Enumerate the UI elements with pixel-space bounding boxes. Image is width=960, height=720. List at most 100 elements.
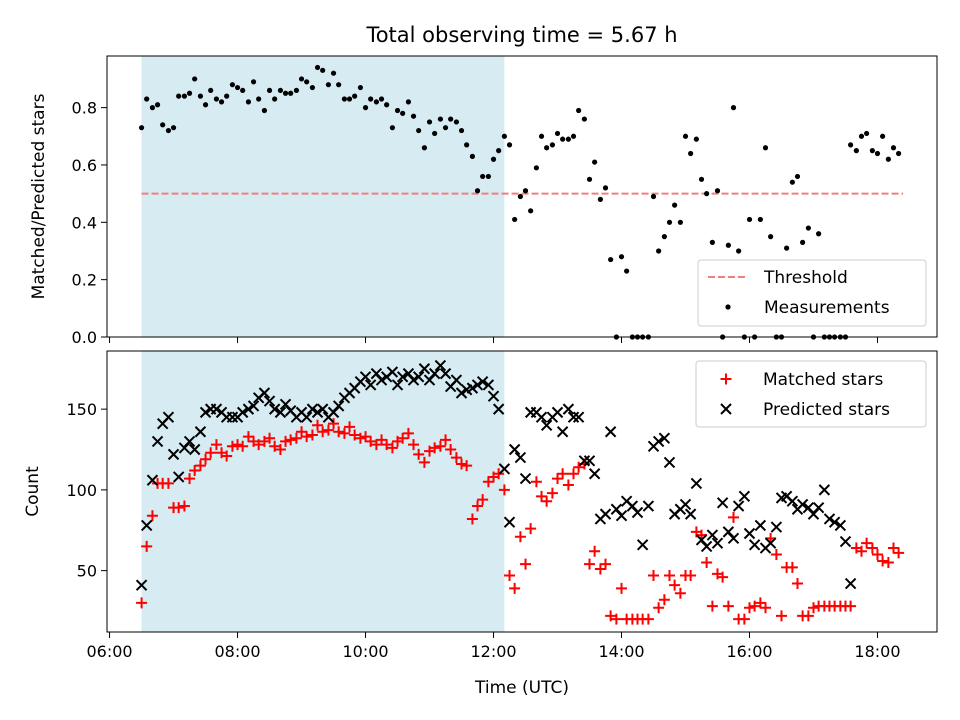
predicted-star-point — [194, 426, 207, 438]
matched-star-point — [178, 500, 190, 512]
predicted-star-point — [540, 419, 553, 431]
x-tick-label: 06:00 — [87, 642, 133, 661]
matched-star-point — [253, 439, 265, 451]
matched-star-point — [701, 557, 713, 569]
predicted-star-point — [636, 539, 649, 551]
predicted-star-point — [476, 375, 489, 388]
measurement-point — [762, 145, 769, 151]
measurement-point — [421, 145, 428, 151]
predicted-star-point — [642, 500, 655, 512]
predicted-star-point — [274, 406, 287, 419]
matched-star-point — [541, 495, 553, 507]
measurement-point — [282, 90, 289, 96]
measurement-point — [693, 136, 699, 142]
measurement-point — [170, 125, 177, 131]
predicted-star-point — [748, 539, 761, 551]
matched-star-point — [237, 440, 249, 452]
predicted-star-point — [263, 395, 276, 407]
matched-star-point — [616, 582, 628, 594]
predicted-star-point — [690, 477, 703, 490]
matched-star-point — [855, 545, 867, 557]
measurement-point — [346, 96, 353, 102]
matched-star-point — [871, 548, 883, 560]
measurement-point — [389, 125, 396, 131]
measurement-point — [277, 87, 284, 94]
predicted-star-point — [796, 498, 809, 511]
legend-predicted-label: Predicted stars — [763, 400, 890, 420]
predicted-star-point — [631, 506, 644, 519]
measurement-point — [352, 93, 358, 99]
matched-star-point — [472, 500, 484, 512]
measurement-point — [672, 202, 678, 208]
measurement-point — [650, 193, 657, 200]
measurement-point — [522, 188, 529, 194]
predicted-star-point — [492, 403, 505, 415]
measurement-point — [437, 116, 444, 122]
measurement-point — [416, 127, 422, 134]
matched-star-point — [184, 473, 196, 485]
matched-star-point — [322, 424, 334, 436]
predicted-star-point — [700, 540, 713, 553]
matched-star-point — [759, 602, 771, 614]
measurement-point — [480, 173, 486, 180]
x-tick-label: 08:00 — [214, 642, 260, 661]
matched-star-point — [877, 555, 889, 567]
matched-star-point — [738, 613, 750, 625]
measurement-point — [330, 70, 337, 76]
matched-star-point — [573, 461, 585, 473]
measurement-point — [896, 150, 902, 157]
measurement-point — [661, 234, 667, 240]
measurement-point — [517, 193, 524, 200]
measurement-point — [725, 242, 731, 248]
matched-star-point — [456, 458, 468, 470]
predicted-star-point — [738, 490, 751, 503]
matched-star-point — [658, 594, 670, 606]
matched-star-point — [770, 548, 782, 560]
matched-star-point — [328, 418, 340, 430]
predicted-star-point — [167, 448, 180, 461]
measurement-point — [757, 216, 763, 223]
measurement-point — [293, 87, 300, 94]
measurement-point — [240, 87, 246, 94]
matched-star-point — [466, 513, 478, 525]
predicted-star-point — [562, 403, 575, 415]
predicted-star-point — [535, 411, 548, 423]
measurement-point — [853, 148, 859, 154]
matched-star-point — [226, 440, 238, 452]
matched-star-point — [306, 429, 318, 441]
measurement-point — [848, 142, 854, 148]
x-tick-label: 16:00 — [726, 642, 772, 661]
predicted-star-point — [162, 411, 175, 423]
measurement-point — [805, 225, 811, 231]
matched-star-point — [845, 600, 857, 612]
predicted-star-point — [439, 367, 452, 380]
matched-star-point — [893, 547, 905, 559]
measurement-point — [288, 90, 294, 96]
measurement-point — [357, 84, 364, 91]
y-tick-label: 50 — [77, 562, 97, 581]
predicted-star-point — [391, 379, 404, 391]
matched-star-point — [429, 442, 441, 454]
measurement-point — [394, 107, 401, 114]
predicted-star-point — [487, 390, 500, 402]
measurement-point — [154, 102, 161, 108]
predicted-star-point — [663, 456, 676, 469]
matched-star-point — [706, 600, 718, 612]
measurement-point — [688, 150, 694, 157]
legend-measurements-swatch — [725, 304, 731, 310]
predicted-star-point — [268, 403, 281, 415]
matched-star-point — [232, 439, 244, 451]
legend-predicted-swatch — [720, 403, 732, 415]
measurement-point — [368, 96, 374, 102]
predicted-star-point — [551, 406, 564, 419]
matched-star-point — [584, 558, 596, 570]
count-y-axis-label: Count — [23, 466, 43, 517]
measurement-point — [144, 96, 150, 102]
predicted-star-point — [199, 406, 212, 419]
legend-measurements-label: Measurements — [764, 298, 890, 318]
matched-star-point — [402, 427, 414, 439]
matched-star-point — [445, 444, 457, 456]
predicted-star-point — [508, 443, 521, 456]
predicted-star-point — [135, 579, 148, 591]
measurement-point — [714, 188, 721, 194]
